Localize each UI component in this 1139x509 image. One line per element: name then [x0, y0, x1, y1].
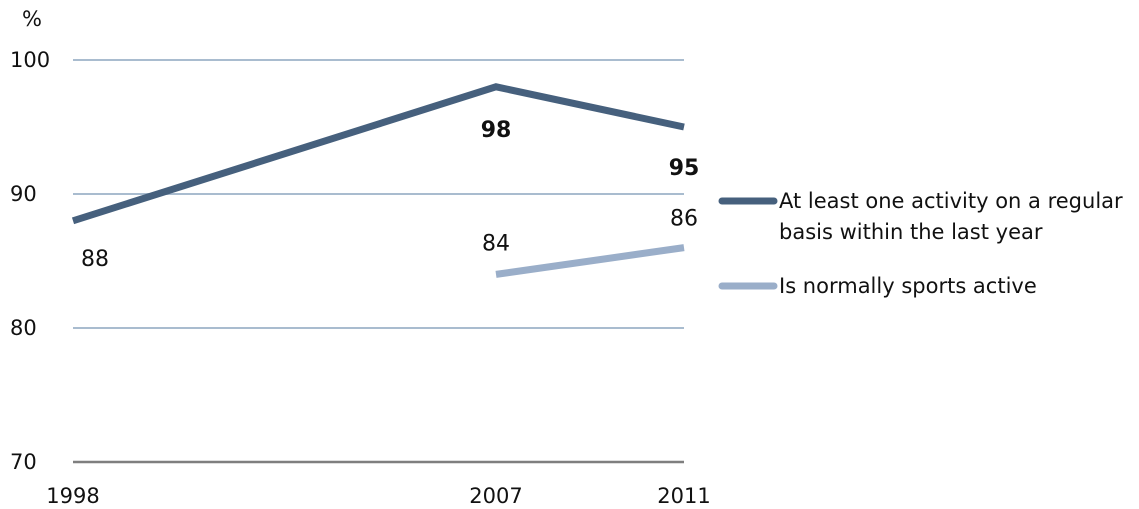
- series-line: [495, 244, 685, 278]
- legend-label: Is normally sports active: [779, 274, 1037, 298]
- data-labels: 88 98 95 84 86: [81, 118, 699, 272]
- legend: At least one activity on a regular basis …: [718, 189, 1123, 298]
- y-tick-label: 70: [10, 450, 37, 474]
- data-label: 98: [481, 118, 512, 143]
- gridlines: [73, 59, 684, 464]
- legend-item: Is normally sports active: [718, 274, 1037, 298]
- x-tick-label: 2011: [657, 484, 710, 508]
- y-tick-label: 90: [10, 182, 37, 206]
- data-label: 88: [81, 247, 109, 272]
- legend-item: At least one activity on a regular basis …: [718, 189, 1123, 244]
- y-tick-label: 80: [10, 316, 37, 340]
- data-label: 95: [669, 156, 700, 181]
- series-line: [71, 83, 685, 225]
- data-label: 84: [482, 231, 510, 256]
- y-axis-unit-label: %: [22, 7, 42, 31]
- x-tick-label: 1998: [46, 484, 99, 508]
- data-label: 86: [670, 207, 698, 232]
- series-lines: [71, 83, 685, 278]
- x-tick-label: 2007: [469, 484, 522, 508]
- y-tick-label: 100: [10, 48, 50, 72]
- legend-label: basis within the last year: [779, 220, 1043, 244]
- axes: % 70 80 90 100 1998 2007 2011: [10, 7, 711, 508]
- legend-label: At least one activity on a regular: [779, 189, 1123, 213]
